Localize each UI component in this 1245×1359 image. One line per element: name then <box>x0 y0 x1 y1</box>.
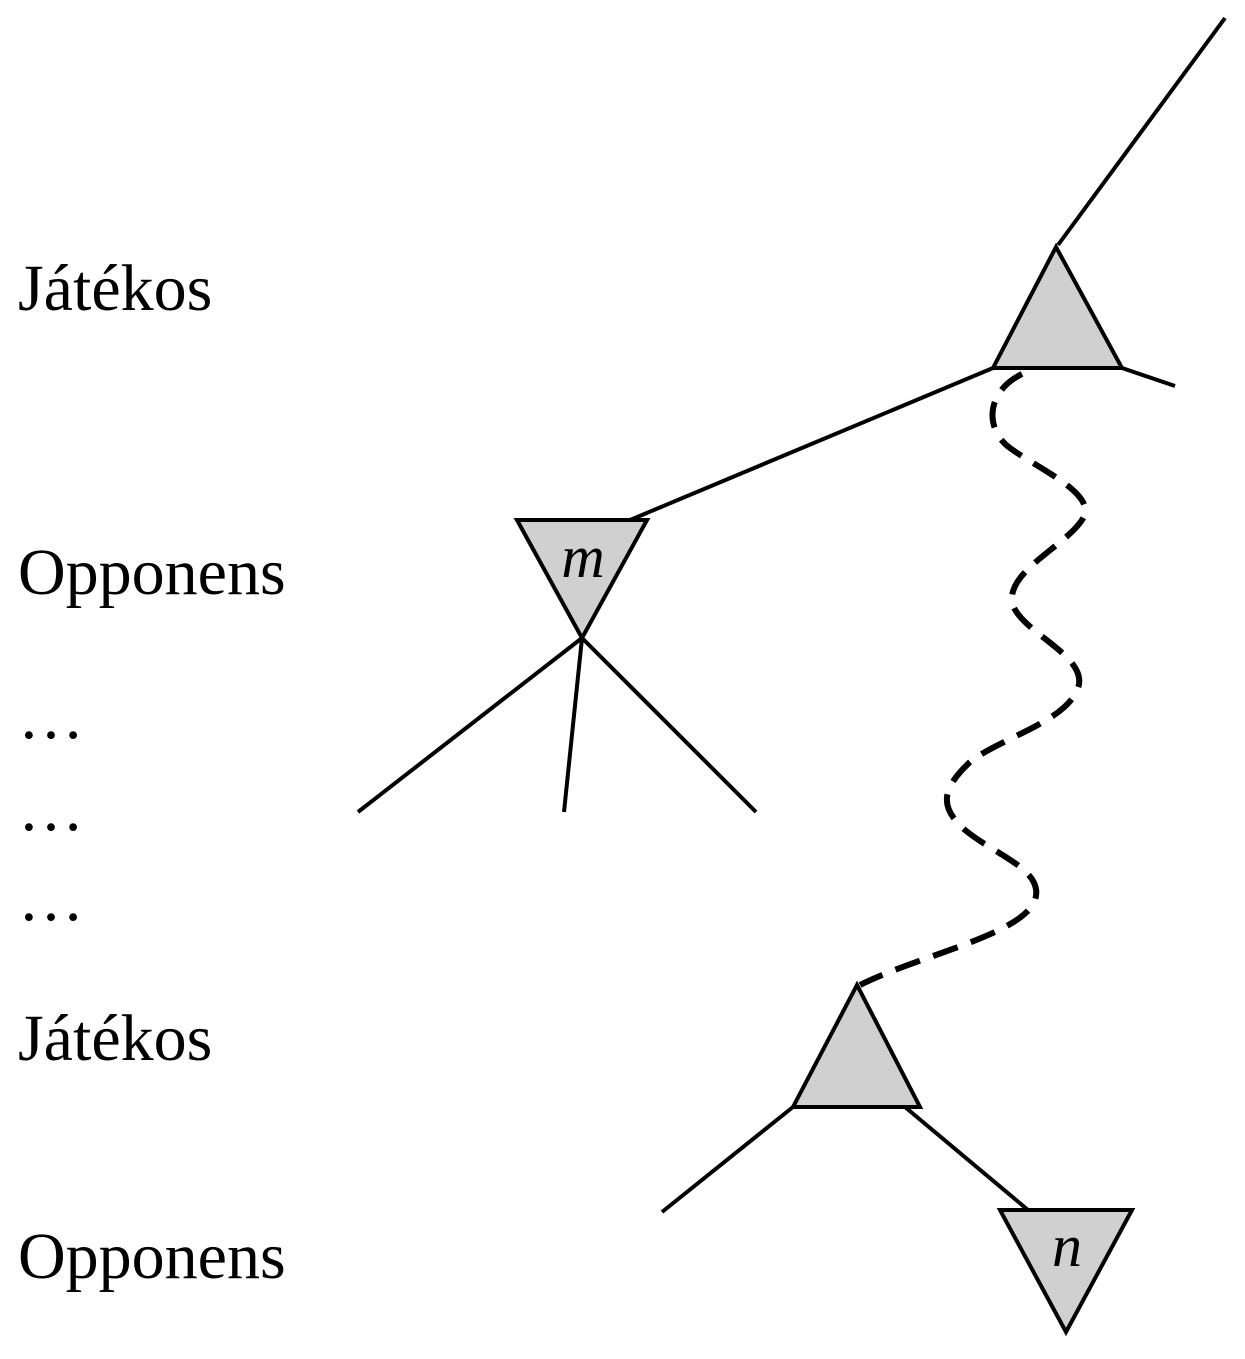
node-label-m: m <box>561 524 604 590</box>
level-label-player-2: Játékos <box>18 1002 212 1075</box>
ellipsis-2: … <box>18 772 84 845</box>
opponent-node-n <box>996 1208 1136 1337</box>
edge-root-up <box>1056 16 1227 247</box>
level-label-opponent-1: Opponens <box>18 536 286 609</box>
edge-m-child-right <box>580 636 758 814</box>
node-label-n: n <box>1052 1213 1082 1279</box>
player-node-top <box>989 242 1126 370</box>
edge-bottom-to-n <box>903 1105 1030 1212</box>
edge-m-child-left <box>356 636 584 814</box>
level-label-opponent-2: Opponens <box>18 1220 286 1293</box>
dashed-path <box>858 371 1088 988</box>
ellipsis-1: … <box>18 680 84 753</box>
player-node-bottom <box>789 980 924 1109</box>
ellipsis-3: … <box>18 862 84 935</box>
edge-top-to-m <box>629 366 994 522</box>
edge-bottom-left <box>660 1105 795 1214</box>
level-label-player-1: Játékos <box>18 252 212 325</box>
opponent-node-m <box>513 518 651 643</box>
edge-top-right <box>1121 366 1176 388</box>
edge-m-child-middle <box>562 637 584 813</box>
